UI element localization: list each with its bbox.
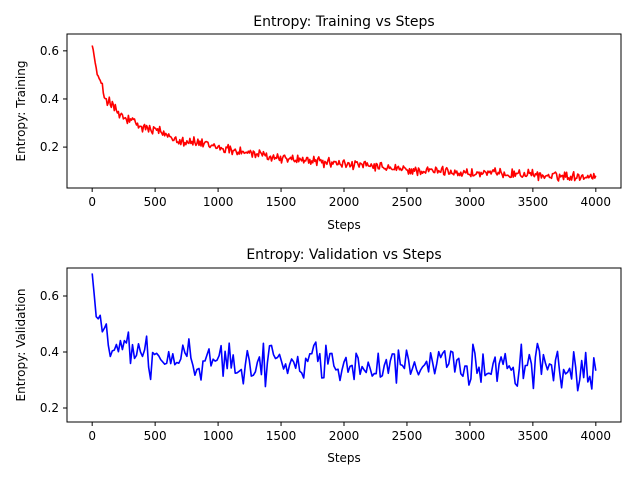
training-x-tick-label: 3000	[455, 195, 486, 209]
validation-y-tick-label: 0.2	[40, 401, 59, 415]
training-y-axis-label: Entropy: Training	[14, 61, 28, 162]
validation-x-tick-label: 4000	[581, 429, 612, 443]
validation-x-tick-label: 3500	[518, 429, 549, 443]
training-x-tick-label: 1500	[266, 195, 297, 209]
validation-entropy-panel: 0 500 1000 1500 2000 2500 3000 3500 4000 0.20.40…	[14, 247, 622, 465]
training-x-axis-label: Steps	[327, 218, 361, 232]
validation-y-tick-label: 0.4	[40, 345, 59, 359]
validation-x-ticks: 0 500 1000 1500 2000 2500 3000 3500 4000	[88, 422, 611, 443]
validation-x-tick-label: 500	[144, 429, 167, 443]
training-x-tick-label: 0	[88, 195, 96, 209]
validation-x-tick-label: 3000	[455, 429, 486, 443]
validation-y-axis-label: Entropy: Validation	[14, 289, 28, 402]
training-y-ticks: 0.2 0.4 0.6	[40, 44, 67, 154]
training-y-tick-label: 0.6	[40, 44, 59, 58]
training-y-tick-label: 0.4	[40, 92, 59, 106]
training-x-tick-label: 2500	[392, 195, 423, 209]
validation-x-tick-label: 1000	[203, 429, 234, 443]
training-chart-title: Entropy: Training vs Steps	[253, 14, 434, 30]
validation-y-ticks: 0.2 0.4 0.6	[40, 289, 67, 415]
training-x-tick-label: 500	[144, 195, 167, 209]
validation-x-axis-label: Steps	[327, 451, 361, 465]
training-x-tick-label: 2000	[329, 195, 360, 209]
training-axes-frame	[66, 33, 622, 189]
validation-x-tick-label: 0	[88, 429, 96, 443]
validation-series	[91, 273, 597, 392]
training-x-tick-label: 4000	[581, 195, 612, 209]
training-series-line	[91, 45, 597, 182]
validation-series-line	[91, 273, 597, 392]
validation-y-tick-label: 0.6	[40, 289, 59, 303]
validation-chart-title: Entropy: Validation vs Steps	[246, 247, 441, 263]
training-x-tick-label: 3500	[518, 195, 549, 209]
validation-x-tick-label: 2000	[329, 429, 360, 443]
training-x-ticks: 0 500 1000 1500 2000 2500 3000 3500 4000	[88, 188, 611, 209]
validation-x-tick-label: 2500	[392, 429, 423, 443]
training-series	[91, 45, 597, 182]
training-x-tick-label: 1000	[203, 195, 234, 209]
validation-x-tick-label: 1500	[266, 429, 297, 443]
training-entropy-panel: 0 500 1000 1500 2000 2500 3000 3500 4000 0.20.40…	[14, 14, 622, 232]
training-y-tick-label: 0.2	[40, 140, 59, 154]
